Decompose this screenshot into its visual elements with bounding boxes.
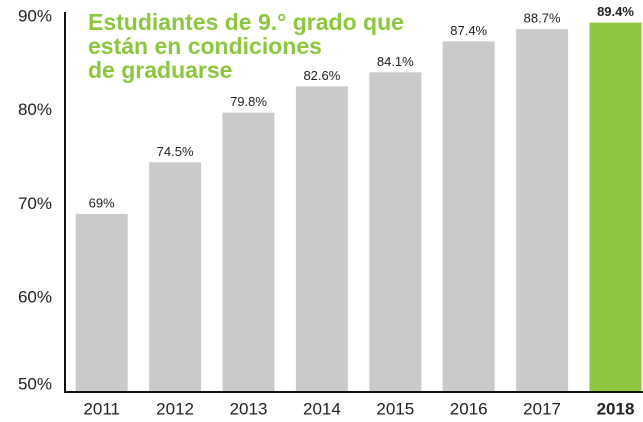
- bar: [369, 72, 422, 392]
- value-label: 88.7%: [524, 11, 561, 26]
- x-tick-label: 2013: [230, 399, 268, 418]
- chart-title: están en condiciones: [88, 33, 322, 59]
- bar: [516, 29, 569, 392]
- x-tick-label: 2014: [303, 399, 341, 418]
- bar: [589, 22, 642, 392]
- x-tick-label: 2015: [376, 399, 414, 418]
- bar: [442, 41, 495, 392]
- value-label: 82.6%: [303, 68, 340, 83]
- x-tick-label: 2012: [156, 399, 194, 418]
- bar: [149, 162, 202, 392]
- y-tick-label: 50%: [18, 374, 52, 393]
- value-label: 87.4%: [450, 23, 487, 38]
- value-label: 69%: [89, 195, 115, 210]
- chart-title: Estudiantes de 9.° grado que: [88, 9, 404, 35]
- value-label: 84.1%: [377, 54, 414, 69]
- bar: [295, 86, 348, 392]
- value-label: 79.8%: [230, 94, 267, 109]
- chart-title: de graduarse: [88, 57, 232, 83]
- value-label: 89.4%: [597, 4, 634, 19]
- bar: [222, 112, 275, 392]
- y-tick-label: 80%: [18, 100, 52, 119]
- x-tick-label: 2016: [450, 399, 488, 418]
- y-tick-label: 60%: [18, 288, 52, 307]
- x-tick-label: 2017: [523, 399, 561, 418]
- value-label: 74.5%: [157, 144, 194, 159]
- y-tick-label: 90%: [18, 6, 52, 25]
- y-tick-label: 70%: [18, 194, 52, 213]
- x-tick-label: 2018: [597, 399, 635, 418]
- bar: [75, 213, 128, 392]
- x-tick-label: 2011: [83, 399, 120, 418]
